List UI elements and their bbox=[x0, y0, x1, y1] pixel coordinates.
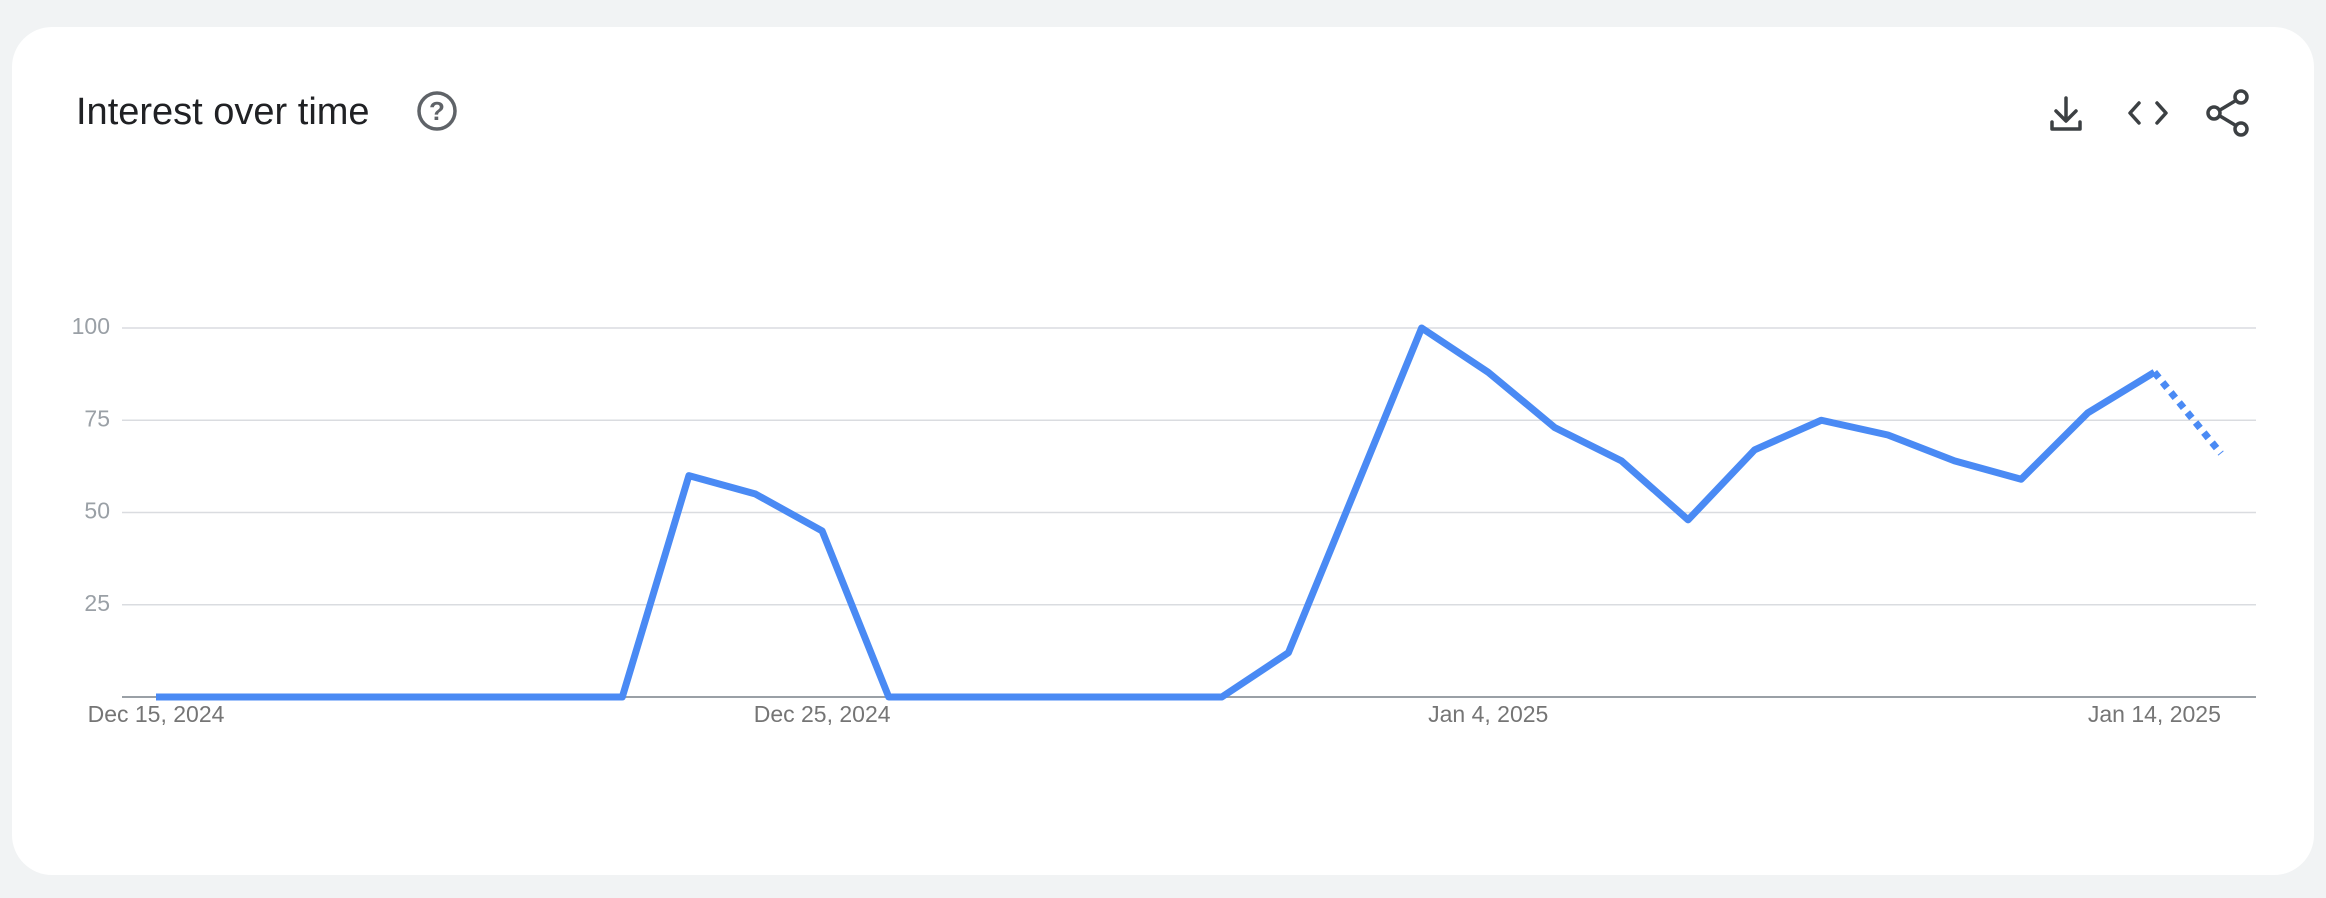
partial-trend-line bbox=[2151, 370, 2224, 456]
svg-text:?: ? bbox=[429, 96, 445, 126]
embed-button[interactable] bbox=[2128, 101, 2168, 125]
x-tick-label: Dec 15, 2024 bbox=[88, 701, 225, 727]
y-tick-label: 50 bbox=[84, 498, 110, 524]
download-button[interactable] bbox=[2050, 96, 2082, 131]
y-tick-label: 75 bbox=[84, 405, 110, 431]
share-button[interactable] bbox=[2206, 89, 2249, 137]
trend-line bbox=[156, 324, 2157, 701]
plot: 25 50 75 100 Dec 15, 2024 Dec 25, 2024 Jan 4, … bbox=[72, 313, 2256, 727]
card-title: Interest over time bbox=[76, 91, 370, 133]
y-tick-label: 25 bbox=[84, 590, 110, 616]
x-tick-label: Jan 4, 2025 bbox=[1428, 701, 1548, 727]
card bbox=[12, 27, 2314, 875]
x-tick-label: Dec 25, 2024 bbox=[754, 701, 891, 727]
x-tick-label: Jan 14, 2025 bbox=[2088, 701, 2221, 727]
y-tick-label: 100 bbox=[72, 313, 110, 339]
help-icon[interactable]: ? bbox=[417, 91, 457, 131]
